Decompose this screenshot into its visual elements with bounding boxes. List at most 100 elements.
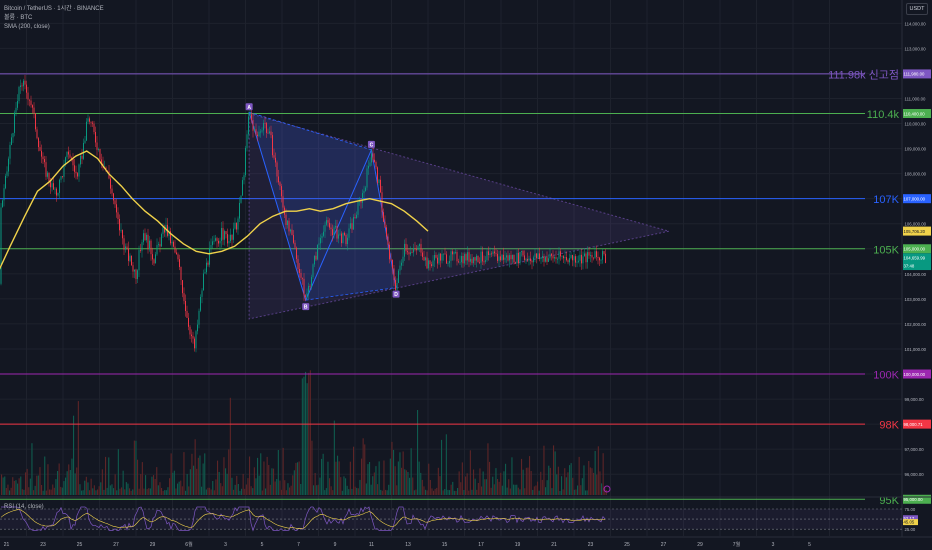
rsi-value-tag [903,515,918,522]
candle-body [294,242,296,248]
volume-bar [530,471,532,495]
volume-bar [146,489,148,495]
candle-body [5,175,6,189]
candle-body [558,251,560,259]
candle-body [120,230,122,231]
time-tick-label: 17 [478,542,484,548]
currency-selector[interactable]: USDT [906,3,928,15]
volume-bar [340,477,342,495]
candle-body [228,241,230,244]
sma-label: SMA (200, close) [4,24,50,30]
candle-body [174,246,176,253]
volume-bar [569,465,571,495]
volume-bar [226,473,228,495]
candle-body [36,129,38,139]
pattern-label: D [394,292,398,298]
volume-bar [461,462,463,495]
candle-body [287,220,288,225]
volume-bar [594,451,596,495]
candle-body [588,252,590,256]
candle-body [38,138,39,148]
volume-bar [357,488,359,495]
volume-bar [295,462,297,495]
candle-body [308,286,309,293]
volume-bar [482,471,484,495]
volume-bar [9,490,11,495]
volume-bar [117,449,119,495]
volume-bar [465,476,467,495]
candle-body [161,234,162,247]
volume-bar [44,456,46,495]
volume-bar [305,371,307,495]
candle-body [534,253,536,258]
candle-body [71,157,72,159]
candle-body [66,151,68,158]
volume-bar [348,489,350,495]
candle-body [114,200,116,205]
candle-body [413,248,414,253]
volume-bar [367,464,369,495]
volume-bar [330,486,332,495]
price-tag [903,261,931,271]
candle-body [135,269,137,279]
level-label: 98K [879,420,899,432]
volume-bar [417,410,419,495]
volume-bar [61,487,63,495]
volume-bar [529,456,531,495]
volume-bar [474,478,476,495]
volume-bar [490,487,492,495]
pattern-point-b [302,303,310,311]
volume-bar [362,438,364,495]
volume-bar [81,490,83,495]
candle-body [126,246,128,249]
candle-body [567,260,569,263]
candle-body [218,240,219,244]
volume-bar [407,472,409,495]
candle-body [255,129,257,135]
volume-bar [84,480,86,495]
candle-body [203,273,204,291]
candle-body [192,336,194,339]
price-tick-label: 97,000.00 [905,447,925,452]
volume-bar [209,487,211,495]
volume-bar [178,481,180,495]
volume-bar [524,488,526,495]
candle-body [471,258,473,264]
candle-body [156,245,158,255]
volume-bar [4,476,6,495]
candle-body [486,251,488,261]
candle-body [138,250,140,271]
volume-bar [602,453,604,495]
volume-bar [402,451,404,495]
candle-body [369,162,371,166]
volume-bar [372,476,374,495]
candle-body [458,261,459,263]
candle-body [144,233,146,241]
volume-bar [233,489,235,495]
candle-body [456,252,458,262]
candle-body [384,221,386,228]
candle-body [261,130,263,132]
candle-body [326,220,327,225]
volume-bar [164,490,166,495]
candle-body [312,264,314,278]
level-label: 100K [873,370,899,382]
level-label: 95K [879,495,899,507]
price-tick-label: 111,000.00 [905,96,926,101]
volume-bar [73,415,75,495]
candle-body [519,252,521,264]
candle-body [153,259,155,264]
volume-bar [85,476,87,495]
volume-bar [513,484,515,495]
candle-body [219,240,221,244]
volume-bar [332,490,334,495]
volume-bar [554,451,556,495]
volume-bar [458,471,460,495]
candle-body [72,158,74,166]
time-axis [0,537,932,550]
volume-bars [1,370,607,495]
candle-body [90,121,92,123]
candle-body [351,223,353,230]
volume-bar [433,490,435,495]
